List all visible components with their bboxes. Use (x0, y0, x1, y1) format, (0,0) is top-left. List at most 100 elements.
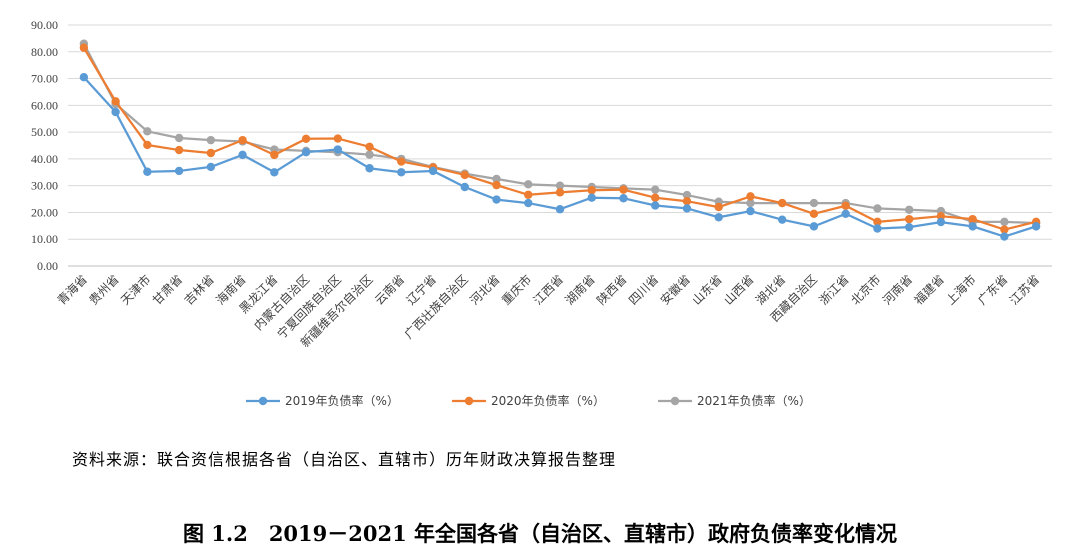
data-point (206, 148, 216, 158)
data-point (746, 206, 755, 216)
data-point (492, 174, 501, 184)
figure-caption: 图 1.2 2019－2021 年全国各省（自治区、直辖市）政府负债率变化情况 (182, 521, 898, 546)
data-point (682, 204, 692, 213)
data-point (873, 224, 882, 233)
data-point (238, 135, 247, 145)
data-point (555, 181, 565, 190)
y-tick-label: 0.00 (37, 259, 58, 273)
data-point (904, 214, 914, 224)
x-tick-label: 江西省 (531, 272, 566, 307)
x-tick-label: 吉林省 (182, 272, 217, 307)
data-point (809, 198, 819, 208)
x-tick-label: 河南省 (879, 272, 915, 308)
data-point (365, 142, 374, 152)
data-point (174, 133, 184, 143)
data-point (746, 192, 755, 201)
x-tick-label: 湖南省 (562, 272, 598, 308)
data-point (619, 185, 628, 194)
data-point (651, 185, 660, 194)
data-point (333, 145, 343, 154)
data-point (524, 180, 533, 189)
data-point (809, 222, 819, 231)
y-tick-label: 30.00 (31, 179, 58, 193)
data-point (428, 166, 438, 176)
data-point (904, 222, 914, 232)
y-tick-label: 80.00 (31, 45, 58, 59)
data-point (651, 193, 660, 202)
legend-label: 2019年负债率（%） (285, 393, 399, 408)
data-point (682, 190, 692, 200)
y-tick-label: 50.00 (31, 125, 58, 139)
data-point (79, 73, 89, 82)
data-point (460, 170, 469, 180)
data-point (651, 201, 660, 210)
data-point (79, 43, 89, 52)
legend-label: 2020年负债率（%） (491, 393, 605, 408)
x-tick-label: 上海市 (943, 272, 979, 308)
data-point (777, 215, 787, 224)
data-point (714, 213, 723, 222)
data-point (968, 214, 977, 224)
x-tick-label: 青海省 (54, 272, 90, 308)
data-point (841, 201, 850, 210)
data-point (524, 190, 533, 199)
x-axis-ticks: 青海省贵州省天津市甘肃省吉林省海南省黑龙江省内蒙古自治区宁夏回族自治区新疆维吾尔… (54, 272, 1042, 350)
gridlines (68, 24, 1052, 267)
x-tick-label: 安徽省 (657, 272, 693, 308)
data-point (968, 222, 977, 231)
y-tick-label: 10.00 (31, 232, 58, 246)
data-point (555, 205, 565, 214)
data-point (492, 180, 501, 190)
data-point (555, 188, 565, 197)
data-point (873, 217, 882, 227)
data-point (492, 195, 501, 204)
data-point (365, 164, 374, 173)
data-point (809, 209, 819, 218)
data-point (174, 145, 184, 155)
data-point (206, 162, 216, 172)
data-point (936, 217, 946, 227)
x-tick-label: 甘肃省 (150, 272, 185, 307)
y-tick-label: 90.00 (31, 18, 58, 32)
data-point (1000, 232, 1009, 241)
data-point (270, 150, 279, 160)
x-tick-label: 山东省 (689, 272, 724, 307)
x-tick-label: 山西省 (721, 272, 756, 307)
data-point (587, 193, 596, 202)
line-chart: 0.00 10.00 20.00 30.00 40.00 50.00 60.00 70.00 8… (31, 18, 1052, 408)
y-tick-label: 20.00 (31, 205, 58, 219)
data-point (143, 127, 152, 136)
data-point (904, 205, 914, 214)
data-point (714, 202, 723, 212)
data-point (206, 135, 216, 145)
data-point (397, 168, 406, 177)
y-tick-label: 40.00 (31, 152, 58, 166)
data-point (841, 209, 850, 218)
data-point (936, 211, 946, 221)
data-point (143, 167, 152, 176)
data-point (301, 147, 311, 157)
y-axis-ticks: 0.00 10.00 20.00 30.00 40.00 50.00 60.00 70.00 8… (31, 18, 58, 273)
x-tick-label: 广东省 (975, 272, 1010, 307)
data-point (587, 186, 596, 195)
data-point (238, 150, 247, 160)
data-point (619, 194, 628, 203)
data-point (301, 134, 311, 144)
data-point (873, 204, 882, 213)
y-tick-label: 70.00 (31, 72, 58, 86)
data-point (270, 168, 279, 177)
x-tick-label: 四川省 (626, 272, 661, 307)
series-layer (79, 39, 1041, 241)
legend-marker (258, 396, 268, 406)
legend-marker (464, 396, 474, 406)
legend: 2019年负债率（%） 2020年负债率（%） 2021年负债率（%） (246, 393, 811, 408)
data-point (1000, 225, 1009, 234)
data-point (1000, 217, 1009, 227)
series-line (82, 47, 1037, 231)
data-point (174, 166, 184, 176)
x-tick-label: 重庆市 (498, 272, 534, 308)
x-tick-label: 贵州省 (86, 272, 121, 307)
x-tick-label: 江苏省 (1007, 272, 1042, 307)
y-tick-label: 60.00 (31, 98, 58, 112)
x-tick-label: 天津市 (117, 272, 153, 308)
